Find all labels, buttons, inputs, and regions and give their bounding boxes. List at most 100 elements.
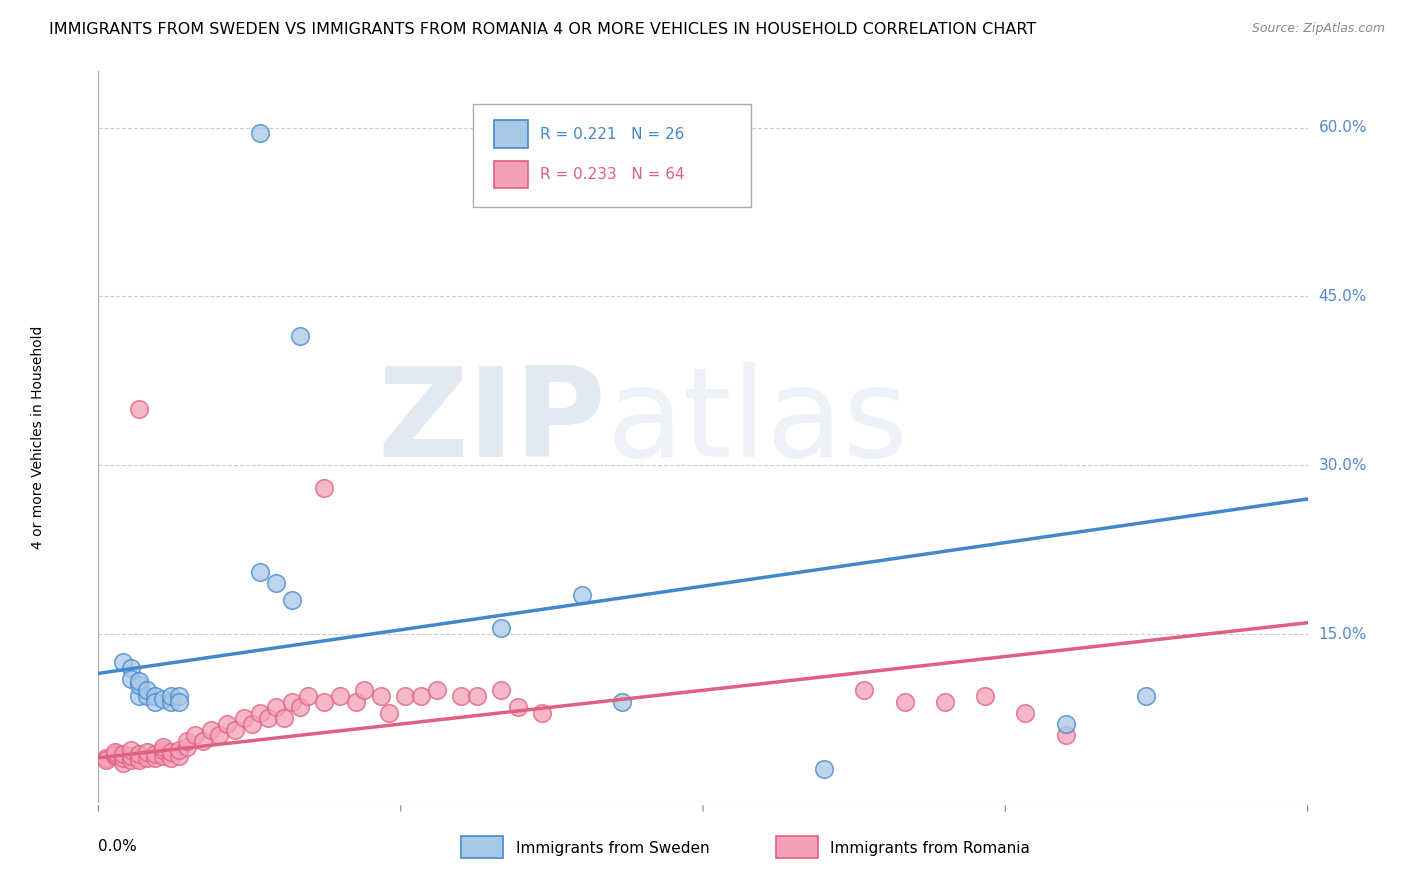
- Text: atlas: atlas: [606, 362, 908, 483]
- Point: [111, 751, 134, 765]
- Point: [135, 689, 157, 703]
- Point: [96, 751, 118, 765]
- Point: [135, 683, 157, 698]
- Point: [120, 661, 142, 675]
- Point: [176, 739, 198, 754]
- Point: [103, 747, 125, 762]
- Point: [288, 700, 311, 714]
- Point: [120, 748, 142, 763]
- Text: 45.0%: 45.0%: [1319, 289, 1367, 304]
- Text: Immigrants from Romania: Immigrants from Romania: [830, 840, 1029, 855]
- Text: 15.0%: 15.0%: [1319, 626, 1367, 641]
- Point: [217, 717, 239, 731]
- Point: [264, 700, 287, 714]
- Point: [208, 728, 231, 742]
- Point: [167, 743, 190, 757]
- Point: [184, 728, 207, 742]
- FancyBboxPatch shape: [474, 104, 751, 207]
- Point: [264, 576, 287, 591]
- Point: [612, 694, 634, 708]
- Point: [103, 745, 125, 759]
- Point: [128, 674, 150, 689]
- Text: R = 0.233   N = 64: R = 0.233 N = 64: [540, 167, 685, 182]
- Point: [314, 694, 336, 708]
- Point: [353, 683, 375, 698]
- Text: R = 0.221   N = 26: R = 0.221 N = 26: [540, 127, 685, 142]
- Point: [491, 683, 513, 698]
- Bar: [461, 836, 503, 858]
- Point: [1135, 689, 1157, 703]
- Point: [273, 711, 295, 725]
- FancyBboxPatch shape: [494, 120, 527, 148]
- Point: [491, 621, 513, 635]
- Point: [240, 717, 263, 731]
- Point: [344, 694, 367, 708]
- Point: [120, 743, 142, 757]
- Point: [176, 734, 198, 748]
- Text: Source: ZipAtlas.com: Source: ZipAtlas.com: [1251, 22, 1385, 36]
- Point: [394, 689, 416, 703]
- Point: [200, 723, 222, 737]
- Point: [377, 706, 399, 720]
- Text: ZIP: ZIP: [378, 362, 606, 483]
- Point: [128, 747, 150, 762]
- Text: 30.0%: 30.0%: [1319, 458, 1367, 473]
- Point: [167, 694, 190, 708]
- Point: [160, 694, 183, 708]
- Point: [167, 748, 190, 763]
- Point: [160, 689, 183, 703]
- Point: [135, 751, 157, 765]
- Point: [249, 565, 271, 579]
- Point: [530, 706, 553, 720]
- Point: [232, 711, 254, 725]
- Point: [506, 700, 529, 714]
- Point: [224, 723, 246, 737]
- Point: [426, 683, 449, 698]
- Point: [409, 689, 432, 703]
- Point: [120, 753, 142, 767]
- Point: [128, 689, 150, 703]
- Point: [249, 126, 271, 140]
- Point: [1054, 728, 1077, 742]
- Point: [974, 689, 997, 703]
- Point: [297, 689, 319, 703]
- Point: [120, 672, 142, 686]
- Point: [249, 706, 271, 720]
- Point: [152, 739, 174, 754]
- Text: 4 or more Vehicles in Household: 4 or more Vehicles in Household: [31, 326, 45, 549]
- Point: [160, 751, 183, 765]
- Text: IMMIGRANTS FROM SWEDEN VS IMMIGRANTS FROM ROMANIA 4 OR MORE VEHICLES IN HOUSEHOL: IMMIGRANTS FROM SWEDEN VS IMMIGRANTS FRO…: [49, 22, 1036, 37]
- Point: [193, 734, 215, 748]
- Point: [288, 328, 311, 343]
- FancyBboxPatch shape: [494, 161, 527, 188]
- Text: Immigrants from Sweden: Immigrants from Sweden: [516, 840, 709, 855]
- Point: [314, 481, 336, 495]
- Point: [256, 711, 278, 725]
- Point: [143, 751, 166, 765]
- Point: [152, 743, 174, 757]
- Point: [128, 751, 150, 765]
- Point: [111, 747, 134, 762]
- Point: [135, 745, 157, 759]
- Point: [143, 689, 166, 703]
- Point: [167, 689, 190, 703]
- Point: [143, 694, 166, 708]
- Point: [128, 401, 150, 416]
- Bar: [776, 836, 818, 858]
- Point: [281, 593, 304, 607]
- Point: [813, 762, 835, 776]
- Point: [571, 588, 593, 602]
- Point: [329, 689, 352, 703]
- Text: 60.0%: 60.0%: [1319, 120, 1367, 135]
- Point: [152, 692, 174, 706]
- Point: [1014, 706, 1036, 720]
- Text: 0.0%: 0.0%: [98, 839, 138, 855]
- Point: [111, 655, 134, 669]
- Point: [1054, 717, 1077, 731]
- Point: [465, 689, 488, 703]
- Point: [143, 747, 166, 762]
- Point: [160, 745, 183, 759]
- Point: [128, 678, 150, 692]
- Point: [370, 689, 392, 703]
- Point: [893, 694, 915, 708]
